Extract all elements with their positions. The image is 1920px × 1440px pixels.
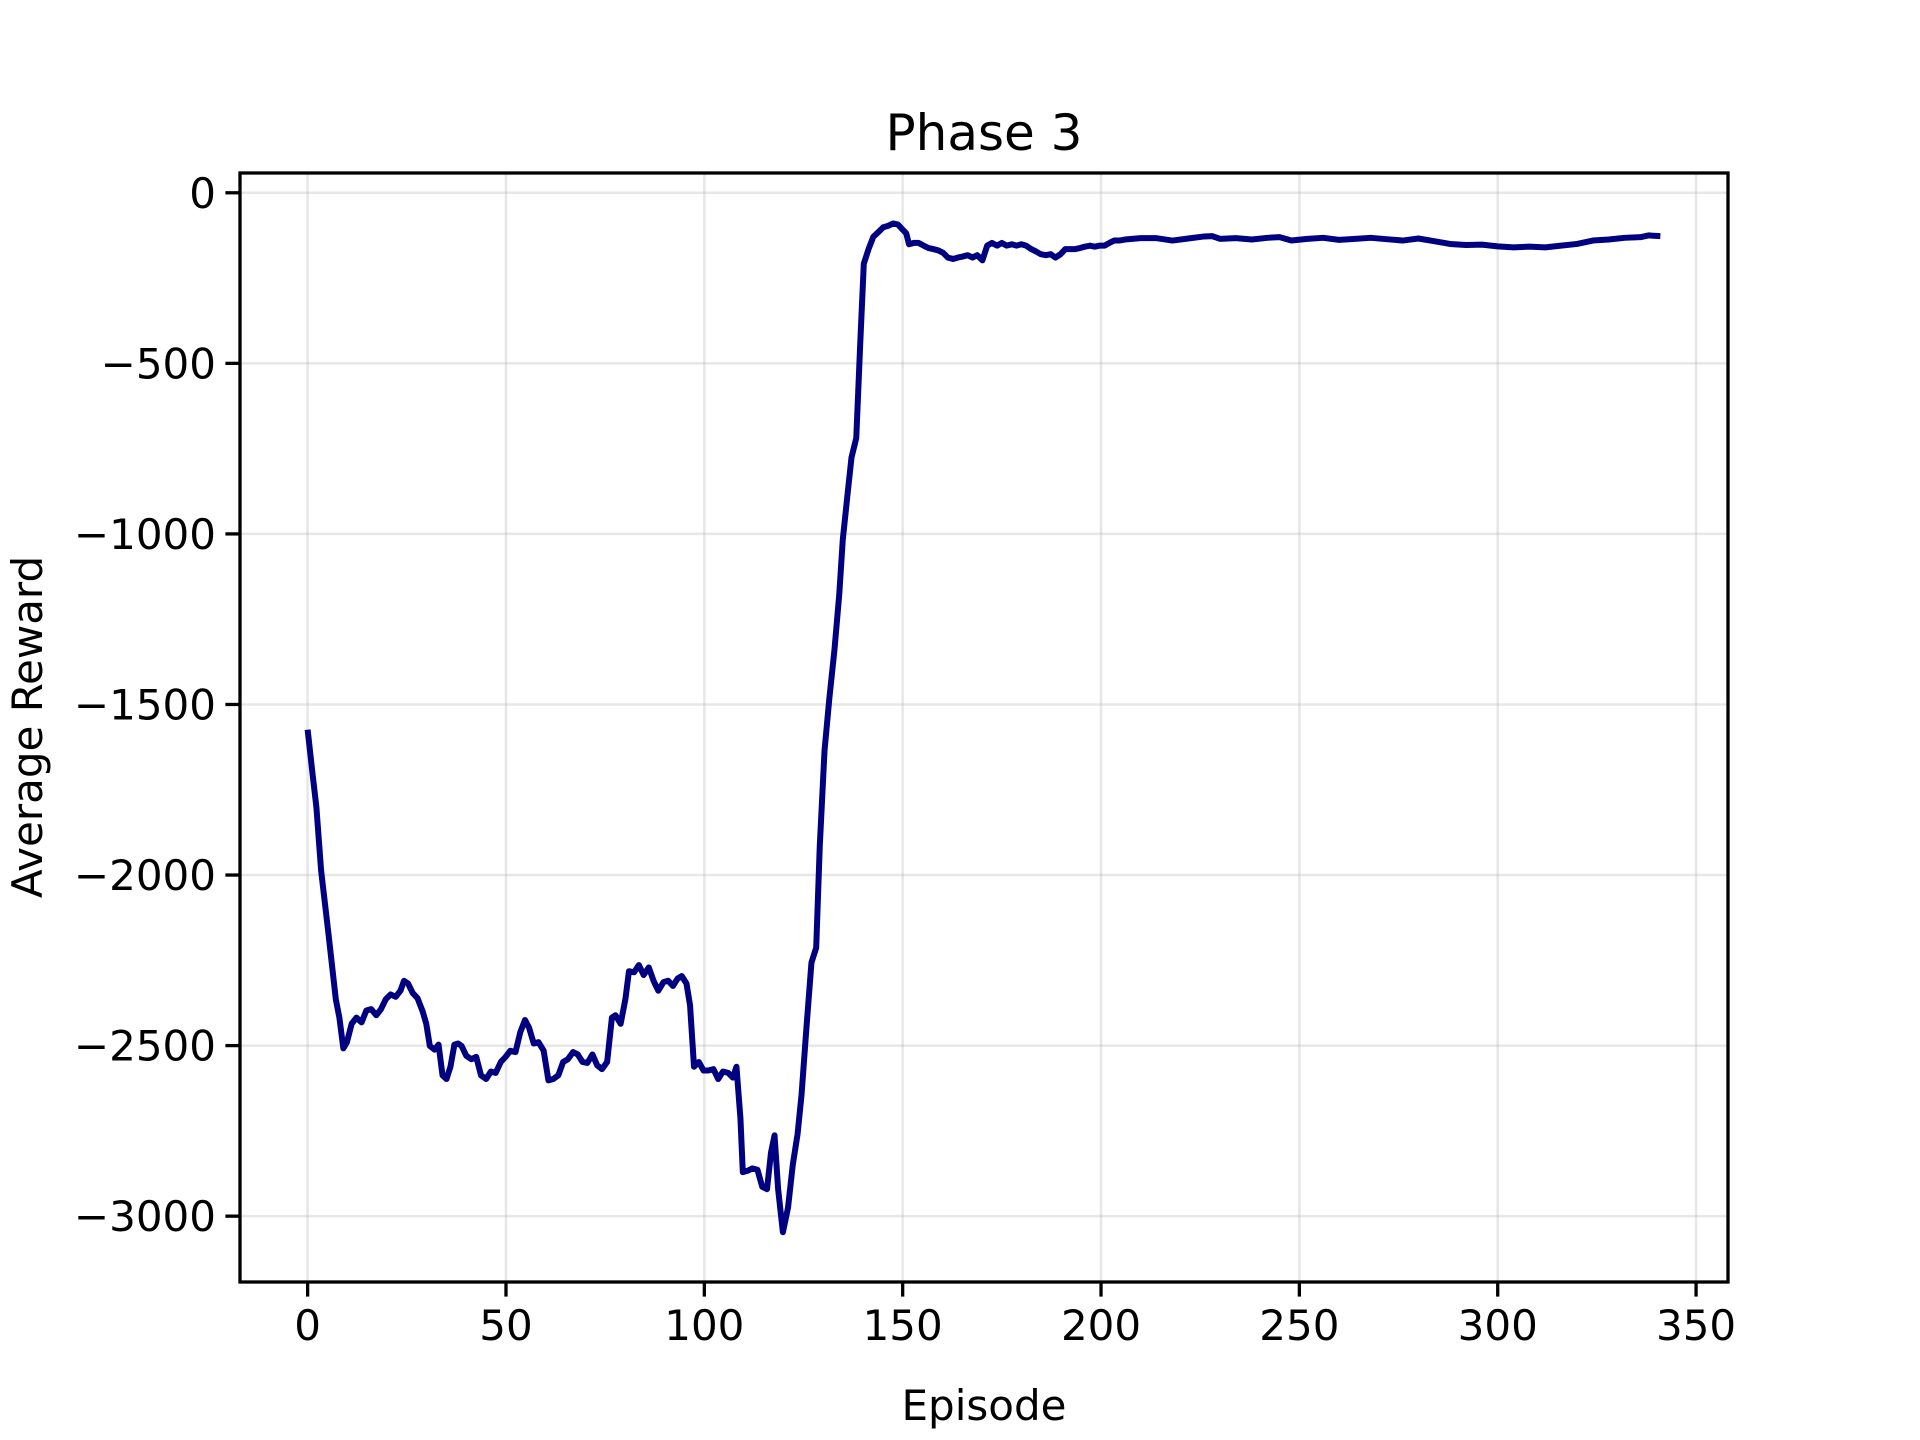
x-tick-label: 350	[1656, 1301, 1736, 1350]
y-tick-label: −500	[101, 339, 216, 388]
x-tick-label: 250	[1259, 1301, 1339, 1350]
y-tick-label: −2500	[74, 1022, 216, 1071]
y-tick-label: −3000	[74, 1192, 216, 1241]
x-axis-label: Episode	[902, 1381, 1067, 1430]
x-tick-label: 300	[1458, 1301, 1538, 1350]
y-tick-label: −1500	[74, 680, 216, 729]
y-tick-label: −2000	[74, 851, 216, 900]
y-tick-label: −1000	[74, 510, 216, 559]
chart-title: Phase 3	[886, 104, 1083, 162]
x-tick-label: 200	[1061, 1301, 1141, 1350]
x-tick-label: 100	[664, 1301, 744, 1350]
y-axis-label: Average Reward	[3, 556, 52, 898]
x-tick-label: 150	[863, 1301, 943, 1350]
data-line	[304, 220, 1661, 1236]
x-tick-label: 50	[479, 1301, 532, 1350]
y-tick-label: 0	[189, 169, 216, 218]
plot-frame	[238, 171, 1730, 1284]
x-tick-label: 0	[294, 1301, 321, 1350]
